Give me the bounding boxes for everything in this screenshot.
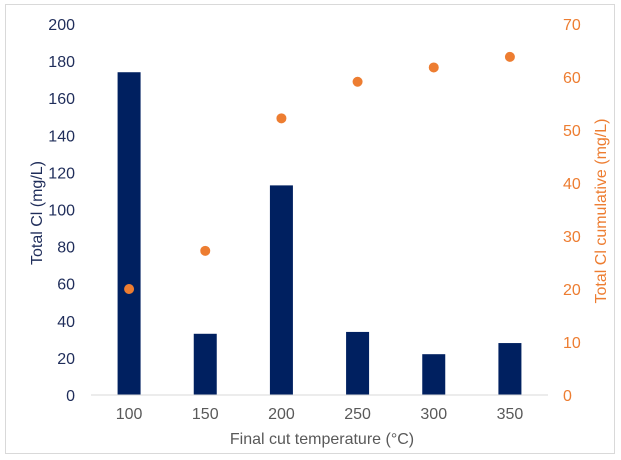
x-axis-ticks: 100 150 200 250 300 350 — [116, 406, 524, 423]
left-tick-label: 100 — [48, 203, 75, 220]
left-tick-label: 120 — [48, 165, 75, 182]
bar-150 — [193, 333, 217, 395]
point-300 — [428, 62, 439, 73]
x-axis-title: Final cut temperature (°C) — [230, 431, 414, 448]
bar-250 — [346, 331, 370, 395]
right-axis-ticks: 0 10 20 30 40 50 60 70 — [563, 17, 581, 405]
points-layer — [124, 51, 515, 294]
left-tick-label: 0 — [66, 388, 75, 405]
right-tick-label: 50 — [563, 123, 581, 140]
right-axis-title: Total Cl cumulative (mg/L) — [593, 119, 610, 304]
x-tick-label: 250 — [344, 406, 371, 423]
right-tick-label: 40 — [563, 176, 581, 193]
x-tick-label: 200 — [268, 406, 295, 423]
x-tick-label: 350 — [497, 406, 524, 423]
left-axis-ticks: 0 20 40 60 80 100 120 140 160 180 200 — [48, 17, 75, 405]
bar-350 — [498, 343, 522, 395]
left-tick-label: 20 — [57, 351, 75, 368]
point-250 — [352, 76, 363, 87]
right-tick-label: 20 — [563, 282, 581, 299]
right-tick-label: 60 — [563, 70, 581, 87]
bar-100 — [117, 72, 141, 395]
left-tick-label: 200 — [48, 17, 75, 34]
right-tick-label: 0 — [563, 388, 572, 405]
point-350 — [504, 51, 515, 62]
left-tick-label: 40 — [57, 314, 75, 331]
point-200 — [276, 113, 287, 124]
bar-300 — [422, 354, 446, 395]
point-150 — [200, 245, 211, 256]
point-100 — [124, 284, 135, 294]
left-tick-label: 180 — [48, 54, 75, 71]
right-tick-label: 30 — [563, 229, 581, 246]
left-tick-label: 140 — [48, 128, 75, 145]
x-tick-label: 300 — [420, 406, 447, 423]
left-tick-label: 160 — [48, 91, 75, 108]
x-tick-label: 100 — [116, 406, 143, 423]
left-axis-title: Total Cl (mg/L) — [29, 161, 46, 265]
right-tick-label: 10 — [563, 335, 581, 352]
bar-200 — [269, 185, 293, 395]
x-tick-label: 150 — [192, 406, 219, 423]
left-tick-label: 80 — [57, 240, 75, 257]
bars-layer — [117, 72, 522, 395]
left-tick-label: 60 — [57, 277, 75, 294]
right-tick-label: 70 — [563, 17, 581, 34]
